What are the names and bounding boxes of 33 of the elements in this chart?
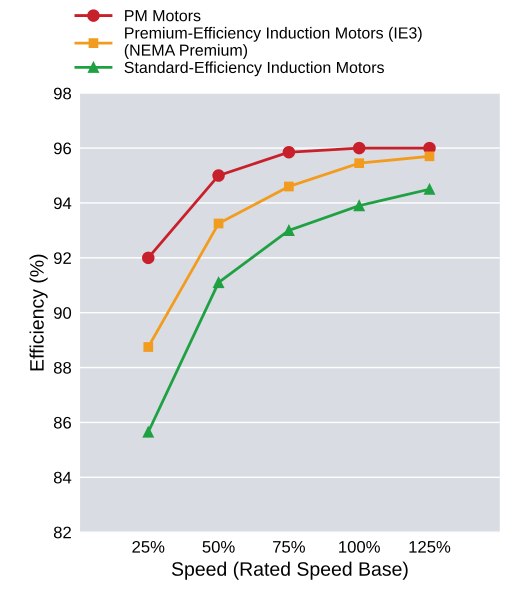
legend-label: PM Motors xyxy=(125,10,200,22)
y-tick-label: 84 xyxy=(54,472,72,484)
x-tick-label: 125% xyxy=(409,540,450,553)
point xyxy=(424,151,434,162)
y-tick-label: 88 xyxy=(54,362,72,374)
point xyxy=(352,142,366,154)
y-tick-label: 86 xyxy=(54,416,72,429)
point xyxy=(354,200,365,212)
y-tick-label: 94 xyxy=(54,197,72,210)
point xyxy=(214,218,224,228)
point xyxy=(142,426,154,438)
x-tick-label: 25% xyxy=(132,540,164,553)
x-tick-label: 50% xyxy=(202,540,235,553)
y-tick-label: 96 xyxy=(54,142,72,154)
y-tick-label: 82 xyxy=(54,526,71,538)
point xyxy=(424,184,436,195)
legend-label: Standard-Efficiency Induction Motors xyxy=(124,61,384,76)
y-tick-label: 90 xyxy=(54,307,72,319)
x-axis-title: Speed (Rated Speed Base) xyxy=(172,562,408,580)
y-tick-label: 98 xyxy=(54,88,72,100)
legend-label: Premium-Efficiency Induction Motors (IE3) (NEMA Premium) xyxy=(124,26,422,59)
point xyxy=(354,158,364,168)
x-tick-label: 100% xyxy=(339,540,380,553)
y-tick-label: 92 xyxy=(54,252,71,264)
point xyxy=(142,252,155,264)
point xyxy=(282,146,296,158)
x-tick-label: 75% xyxy=(273,541,305,553)
y-axis-title: Efficiency (%) xyxy=(30,254,48,370)
point xyxy=(283,224,294,236)
point xyxy=(143,342,154,352)
point xyxy=(284,182,294,192)
point xyxy=(212,169,225,182)
point xyxy=(213,276,224,288)
